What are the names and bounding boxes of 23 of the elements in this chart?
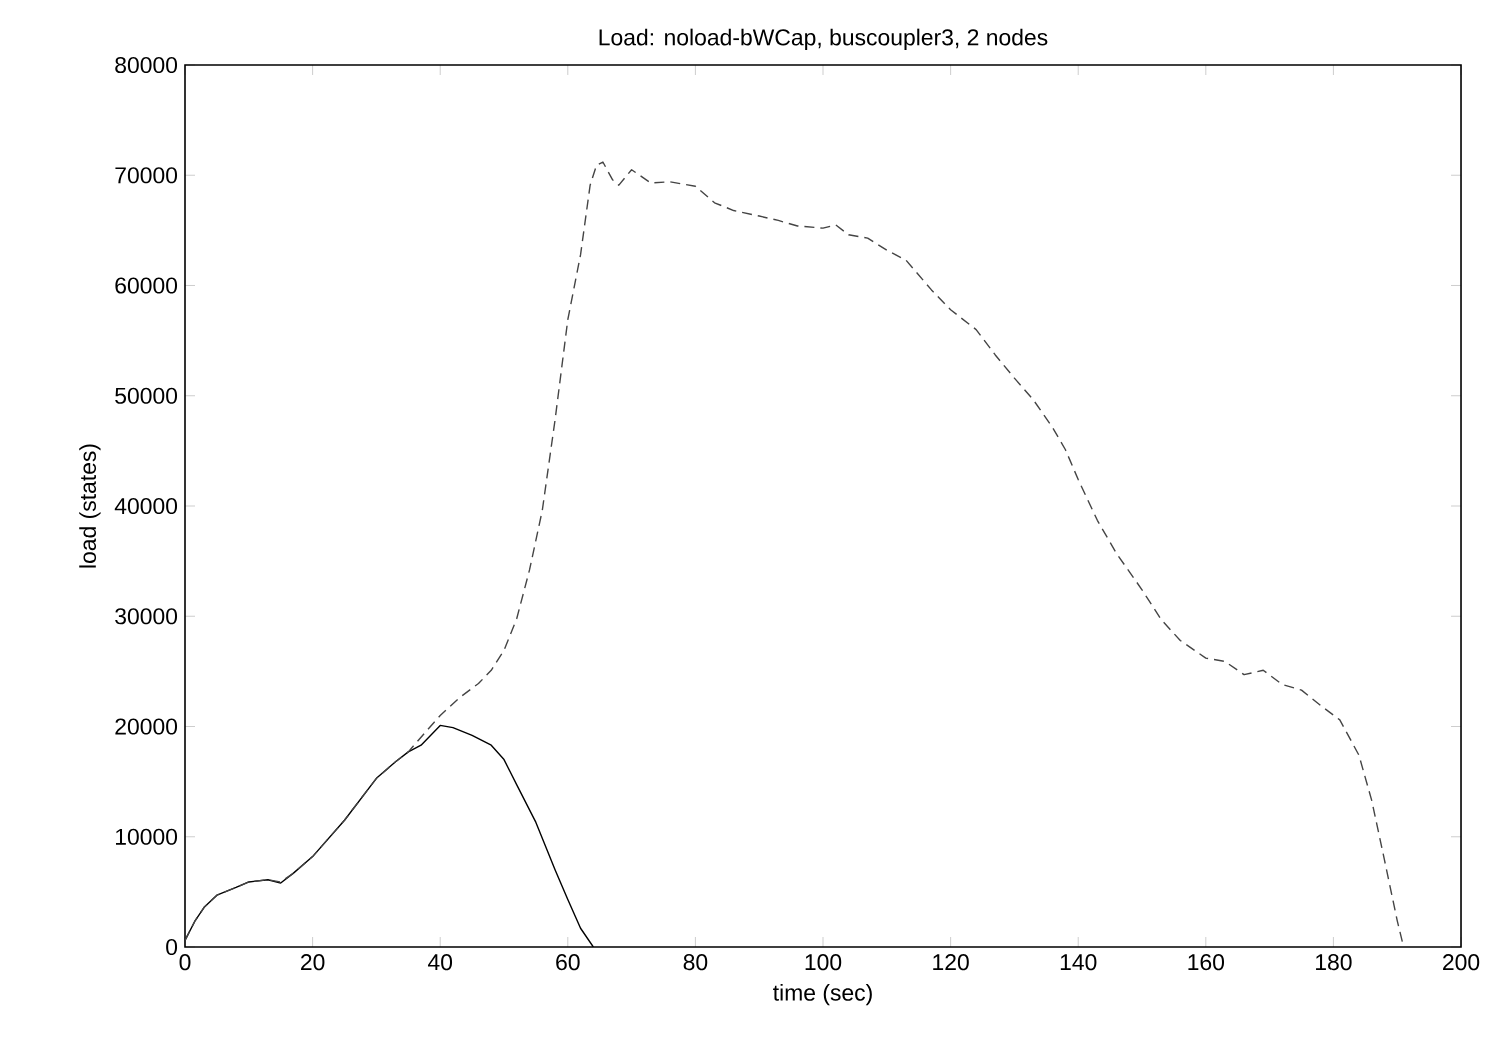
y-tick-label: 70000 — [115, 167, 178, 184]
y-tick-label: 60000 — [115, 277, 178, 294]
x-tick-label: 200 — [1443, 954, 1480, 971]
y-axis-title: load (states) — [79, 444, 101, 568]
x-axis-title: time (sec) — [773, 983, 872, 1006]
y-tick-label: 20000 — [115, 718, 178, 735]
x-tick-label: 0 — [179, 954, 191, 971]
y-tick-label: 80000 — [115, 56, 178, 74]
x-tick-label: 180 — [1316, 954, 1352, 971]
y-tick-label: 40000 — [114, 497, 178, 515]
x-tick-label: 80 — [683, 954, 708, 971]
x-tick-label: 20 — [301, 954, 325, 971]
x-tick-label: 160 — [1188, 954, 1225, 971]
x-tick-label: 60 — [556, 954, 580, 971]
x-tick-label: 140 — [1060, 954, 1097, 971]
y-tick-label: 50000 — [115, 387, 178, 404]
y-tick-label: 0 — [166, 938, 178, 956]
x-tick-label: 40 — [427, 954, 453, 971]
y-tick-label: 10000 — [115, 828, 178, 845]
x-tick-label: 100 — [805, 954, 842, 971]
chart-title: Load: noload-bWCap, buscoupler3, 2 nodes — [599, 28, 1048, 50]
y-tick-label: 30000 — [115, 608, 178, 625]
x-tick-label: 120 — [933, 954, 969, 971]
